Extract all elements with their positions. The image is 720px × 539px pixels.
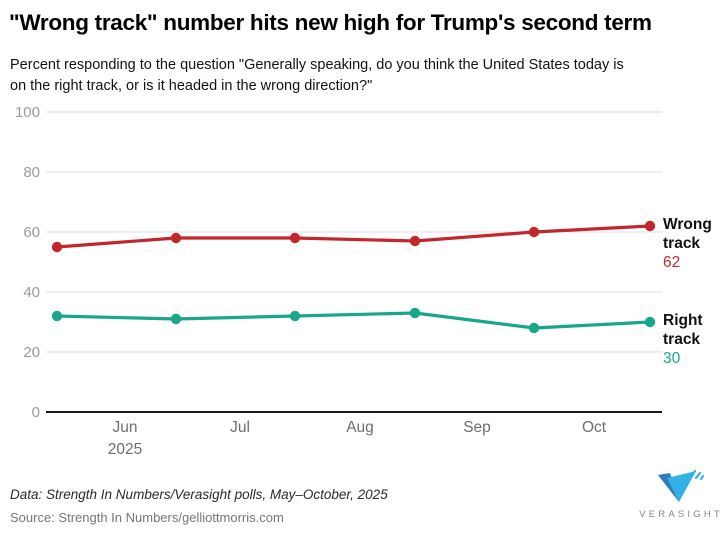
chart-subtitle: Percent responding to the question "Gene… bbox=[10, 57, 624, 94]
data-point-wrong-track bbox=[51, 241, 63, 253]
data-point-wrong-track bbox=[644, 220, 656, 232]
x-axis-year-label: 2025 bbox=[108, 441, 142, 458]
y-tick-label: 100 bbox=[15, 104, 40, 121]
data-point-wrong-track bbox=[170, 232, 182, 244]
data-note: Data: Strength In Numbers/Verasight poll… bbox=[10, 487, 388, 502]
chart-footer: Data: Strength In Numbers/Verasight poll… bbox=[10, 484, 388, 528]
y-tick-label: 20 bbox=[23, 344, 40, 361]
y-tick-label: 0 bbox=[32, 404, 40, 421]
data-point-right-track bbox=[51, 310, 63, 322]
data-point-right-track bbox=[409, 307, 421, 319]
data-point-right-track bbox=[289, 310, 301, 322]
x-tick-label: Jun bbox=[113, 419, 138, 436]
x-tick-label: Jul bbox=[230, 419, 250, 436]
x-tick-label: Aug bbox=[346, 419, 374, 436]
data-point-right-track bbox=[644, 316, 656, 328]
data-point-wrong-track bbox=[409, 235, 421, 247]
chart-title: "Wrong track" number hits new high for T… bbox=[9, 10, 652, 35]
y-tick-label: 60 bbox=[23, 224, 40, 241]
y-tick-label: 80 bbox=[23, 164, 40, 181]
x-tick-label: Sep bbox=[463, 419, 491, 436]
data-point-right-track bbox=[170, 313, 182, 325]
data-point-wrong-track bbox=[289, 232, 301, 244]
series-line-right-track bbox=[55, 311, 652, 330]
x-tick-label: Oct bbox=[582, 419, 607, 436]
source-note: Source: Strength In Numbers/gelliottmorr… bbox=[10, 510, 284, 525]
data-point-right-track bbox=[528, 322, 540, 334]
series-line-wrong-track bbox=[55, 224, 652, 249]
verasight-logo: VERASIGHT bbox=[636, 468, 720, 520]
verasight-logo-icon bbox=[658, 469, 705, 502]
data-point-wrong-track bbox=[528, 226, 540, 238]
verasight-logo-text: VERASIGHT bbox=[639, 509, 720, 520]
y-tick-label: 40 bbox=[23, 284, 40, 301]
